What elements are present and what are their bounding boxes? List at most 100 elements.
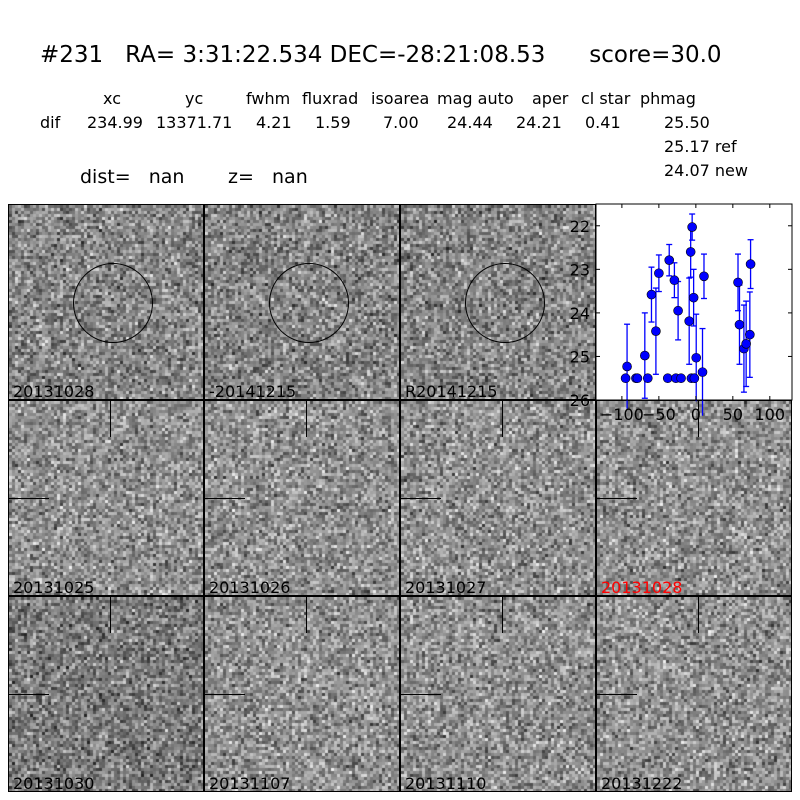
image-stamp: R20141215	[400, 204, 596, 400]
data-point	[691, 352, 702, 363]
data-point	[673, 305, 683, 316]
col-fwhm: fwhm	[246, 89, 291, 108]
crosshair-tick	[9, 498, 49, 499]
crosshair-tick	[502, 597, 503, 633]
image-stamp: 20131028	[8, 204, 204, 400]
z-value: z= nan	[228, 166, 308, 188]
col-cl-star: cl star	[581, 89, 631, 108]
image-stamp: 20131030	[8, 596, 204, 792]
light-curve-plot: 22 23 24 25 26 −100−50 0 50 100	[570, 203, 793, 424]
stamp-label: -20141215	[209, 382, 297, 400]
stamp-label: 20131030	[13, 774, 95, 792]
stamp-label: 20131028	[601, 578, 683, 596]
y-tick-label: 22	[570, 217, 590, 236]
col-fluxrad: fluxrad	[302, 89, 359, 108]
data-point	[734, 319, 745, 330]
stamp-label: R20141215	[405, 382, 498, 400]
crosshair-tick	[597, 694, 637, 695]
val-fwhm: 4.21	[256, 113, 292, 132]
y-tick-label: 25	[570, 347, 590, 366]
aperture-circle	[269, 263, 349, 343]
val-xc: 234.99	[87, 113, 143, 132]
data-point	[685, 247, 696, 257]
col-isoarea: isoarea	[371, 89, 430, 108]
data-point	[669, 275, 680, 286]
data-point	[688, 292, 699, 303]
val-cl-star: 0.41	[585, 113, 621, 132]
data-point	[642, 373, 653, 384]
stamp-label: 20131222	[601, 774, 683, 792]
data-point	[622, 361, 632, 372]
row-label: dif	[40, 113, 61, 132]
crosshair-tick	[698, 597, 699, 633]
stamp-label: 20131025	[13, 578, 95, 596]
image-stamp: 20131107	[204, 596, 400, 792]
val-mag-auto: 24.44	[447, 113, 493, 132]
crosshair-tick	[110, 597, 111, 633]
x-tick-label: −50	[642, 405, 676, 424]
stamp-label: 20131027	[405, 578, 487, 596]
y-tick-label: 23	[570, 260, 590, 279]
data-point	[651, 326, 661, 336]
plot-frame	[595, 203, 793, 401]
data-point	[733, 277, 743, 288]
crosshair-tick	[502, 401, 503, 437]
x-tick-label: −100	[600, 405, 644, 424]
val-yc: 13371.71	[156, 113, 233, 132]
crosshair-tick	[110, 401, 111, 437]
data-point	[687, 222, 697, 232]
image-stamp: 20131028	[596, 400, 792, 596]
data-point	[697, 367, 708, 377]
crosshair-tick	[401, 498, 441, 499]
dist-value: dist= nan	[80, 166, 185, 188]
data-point	[640, 350, 650, 361]
crosshair-tick	[306, 597, 307, 633]
val-aper: 24.21	[516, 113, 562, 132]
x-tick-label: 100	[755, 405, 786, 424]
data-point	[745, 329, 755, 340]
stamp-label: 20131110	[405, 774, 487, 792]
page-title: #231 RA= 3:31:22.534 DEC=-28:21:08.53 sc…	[40, 42, 722, 68]
data-point	[684, 316, 694, 326]
stamp-label: 20131026	[209, 578, 291, 596]
data-point	[689, 373, 700, 384]
aperture-circle	[73, 263, 153, 343]
stamp-label: 20131107	[209, 774, 291, 792]
data-point	[745, 259, 756, 269]
data-point	[646, 289, 657, 300]
image-stamp: -20141215	[204, 204, 400, 400]
crosshair-tick	[205, 694, 245, 695]
x-tick-label: 50	[723, 405, 743, 424]
image-stamp: 20131026	[204, 400, 400, 596]
val-phmag: 25.50	[664, 113, 710, 132]
crosshair-tick	[597, 498, 637, 499]
crosshair-tick	[698, 401, 699, 437]
data-point	[741, 339, 751, 349]
val-fluxrad: 1.59	[315, 113, 351, 132]
col-mag-auto: mag auto	[437, 89, 514, 108]
x-tick-label: 0	[691, 405, 701, 424]
data-point	[676, 373, 686, 384]
crosshair-tick	[9, 694, 49, 695]
crosshair-tick	[306, 401, 307, 437]
data-point	[632, 373, 643, 384]
val-isoarea: 7.00	[383, 113, 419, 132]
val-ref: 25.17 ref	[664, 137, 737, 156]
data-point	[620, 373, 631, 384]
y-tick-label: 26	[570, 391, 590, 410]
col-xc: xc	[103, 89, 121, 108]
y-tick-label: 24	[570, 304, 590, 323]
stamp-label: 20131028	[13, 382, 95, 400]
data-point	[654, 268, 664, 279]
crosshair-tick	[401, 694, 441, 695]
image-stamp: 20131110	[400, 596, 596, 792]
image-stamp: 20131025	[8, 400, 204, 596]
data-point	[662, 373, 673, 384]
data-point	[664, 255, 675, 265]
aperture-circle	[465, 263, 545, 343]
col-yc: yc	[185, 89, 204, 108]
image-stamp: 20131222	[596, 596, 792, 792]
col-aper: aper	[532, 89, 569, 108]
image-stamp: 20131027	[400, 400, 596, 596]
